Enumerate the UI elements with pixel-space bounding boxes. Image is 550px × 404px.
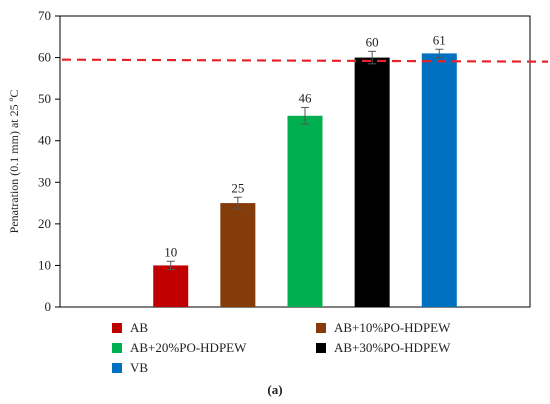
data-label: 60 — [366, 34, 379, 49]
legend-item-ab-20: AB+20%PO-HDPEW — [112, 340, 246, 356]
legend-label-vb: VB — [130, 360, 149, 375]
y-axis-label: Penatration (0.1 mm) at 25 ºC — [7, 90, 21, 234]
y-tick-label: 30 — [38, 174, 51, 189]
y-tick-label: 40 — [38, 133, 51, 148]
figure-caption: (a) — [267, 382, 283, 397]
y-tick-label: 0 — [45, 299, 52, 314]
legend-item-ab-30: AB+30%PO-HDPEW — [316, 340, 450, 356]
bar — [354, 57, 390, 308]
legend-label-ab: AB — [130, 320, 149, 335]
legend-item-ab-10: AB+10%PO-HDPEW — [316, 320, 450, 336]
y-tick-label: 60 — [38, 50, 51, 65]
reference-line — [61, 58, 549, 63]
bar-chart: 0 10 20 30 40 50 60 70 Penatration (0.1 mm) at 2… — [7, 8, 549, 314]
legend-swatch-vb — [112, 363, 122, 373]
legend-swatch-ab-10 — [316, 323, 326, 333]
legend-label-ab-20: AB+20%PO-HDPEW — [130, 340, 247, 355]
legend-swatch-ab — [112, 323, 122, 333]
legend-swatch-ab-30 — [316, 343, 326, 353]
y-tick-label: 70 — [38, 8, 51, 23]
y-tick-label: 50 — [38, 91, 51, 106]
legend-swatch-ab-20 — [112, 343, 122, 353]
legend-item-ab: AB — [112, 320, 148, 336]
data-label: 10 — [164, 244, 177, 259]
data-label: 46 — [299, 90, 313, 105]
legend-label-ab-10: AB+10%PO-HDPEW — [334, 320, 451, 335]
bar — [153, 265, 189, 307]
legend-label-ab-30: AB+30%PO-HDPEW — [334, 340, 451, 355]
bar — [287, 115, 323, 308]
bar — [421, 53, 457, 307]
y-tick-label: 10 — [38, 257, 51, 272]
y-tick-label: 20 — [38, 216, 51, 231]
data-label: 25 — [231, 180, 244, 195]
data-label: 61 — [433, 32, 446, 47]
legend-item-vb: VB — [112, 360, 148, 376]
bar — [220, 203, 256, 307]
